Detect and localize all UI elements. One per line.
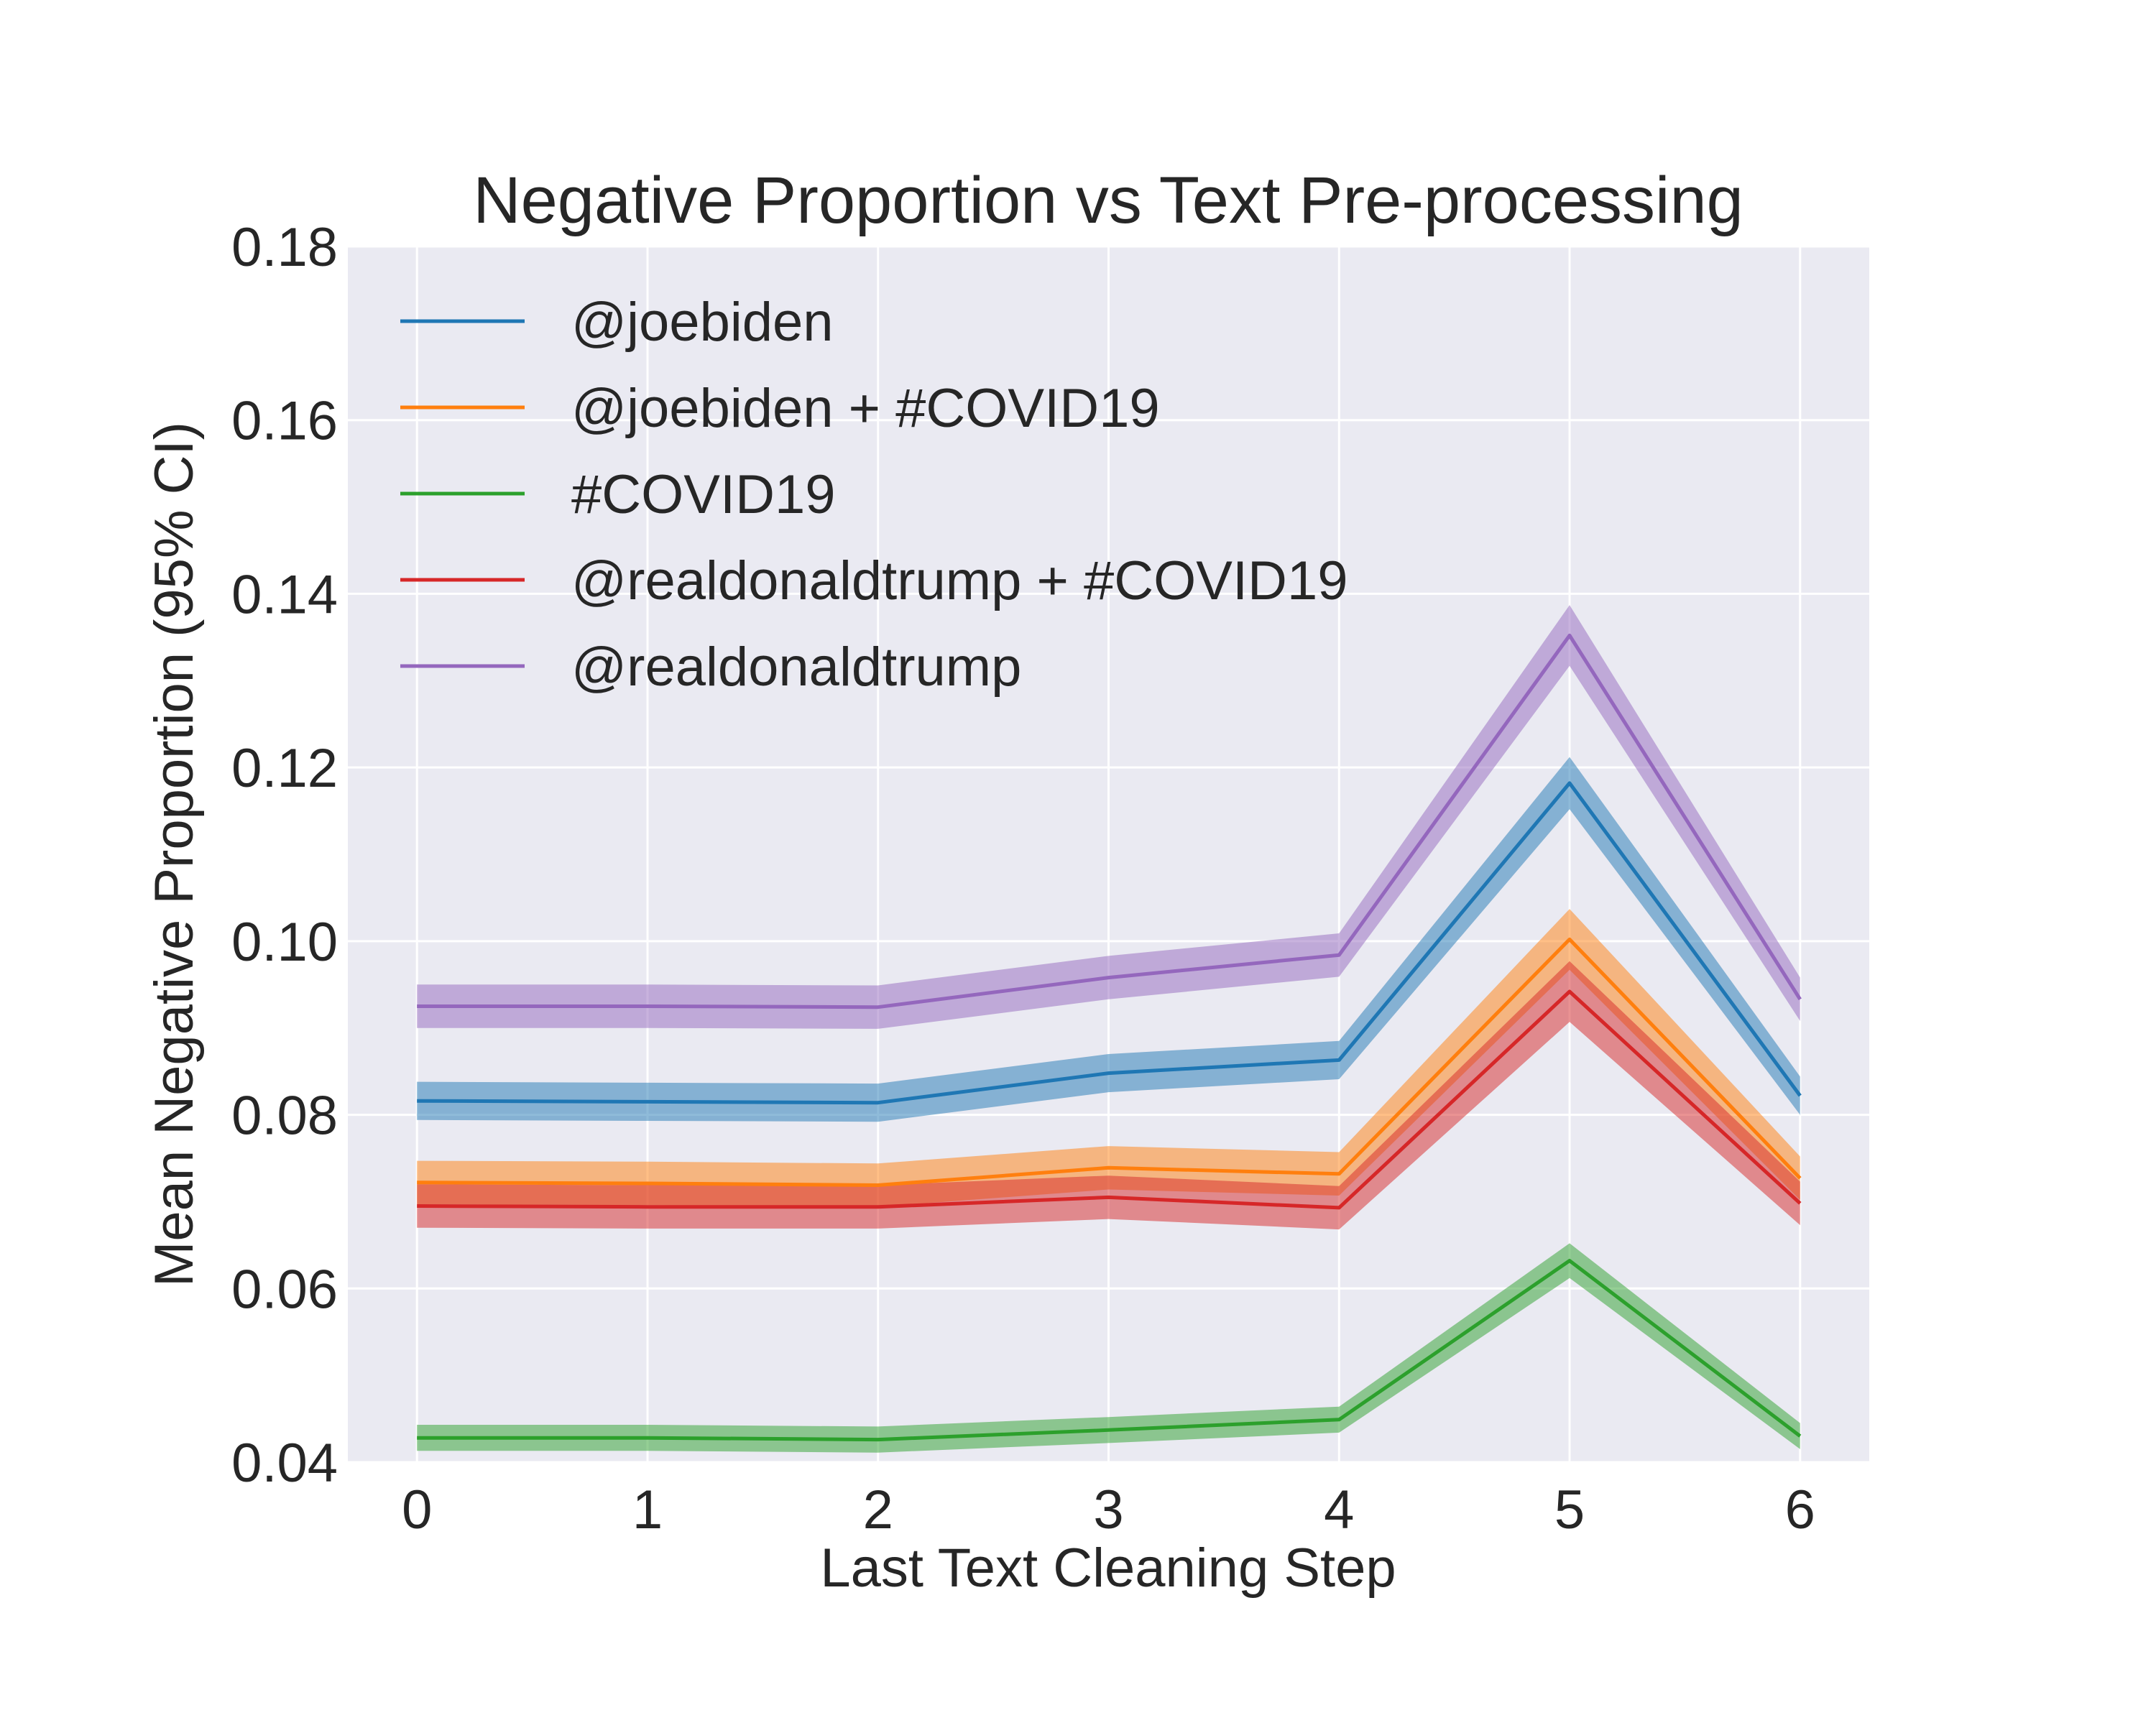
x-tick-label: 4: [1324, 1479, 1354, 1540]
series-line-2: [417, 1259, 1802, 1442]
series-line-4: [417, 633, 1802, 1009]
legend: @joebiden @joebiden + #COVID19 #COVID19 @re…: [400, 292, 1348, 698]
x-tick-label: 0: [402, 1479, 432, 1540]
legend-label: @joebiden: [571, 292, 834, 353]
legend-label: #COVID19: [571, 464, 836, 525]
x-tick-label: 6: [1785, 1479, 1815, 1540]
ci-band-4: [417, 605, 1800, 1029]
y-tick-label: 0.16: [231, 391, 338, 452]
series-lines: [417, 633, 1802, 1442]
chart-title: Negative Proportion vs Text Pre-processi…: [473, 164, 1743, 237]
ci-band-1: [417, 909, 1800, 1207]
y-tick-label: 0.10: [231, 912, 338, 973]
grid: [348, 245, 1869, 1464]
legend-label: @joebiden + #COVID19: [571, 378, 1160, 439]
y-tick-label: 0.08: [231, 1086, 338, 1147]
x-axis-label: Last Text Cleaning Step: [820, 1538, 1396, 1599]
confidence-bands: [417, 605, 1800, 1453]
series-line-0: [417, 781, 1802, 1105]
series-line-1: [417, 937, 1802, 1187]
legend-label: @realdonaldtrump + #COVID19: [571, 550, 1348, 611]
y-tick-label: 0.06: [231, 1259, 338, 1320]
x-ticks: 0 1 2 3 4 5 6: [402, 1479, 1815, 1540]
y-tick-label: 0.04: [231, 1433, 338, 1494]
y-tick-label: 0.18: [231, 217, 338, 278]
y-tick-label: 0.14: [231, 564, 338, 625]
y-ticks: 0.04 0.06 0.08 0.10 0.12 0.14 0.16 0.18: [231, 217, 338, 1494]
x-tick-label: 2: [863, 1479, 893, 1540]
ci-band-3: [417, 961, 1800, 1230]
y-axis-label: Mean Negative Proportion (95% CI): [144, 422, 205, 1287]
x-tick-label: 3: [1093, 1479, 1123, 1540]
y-tick-label: 0.12: [231, 738, 338, 799]
ci-band-0: [417, 757, 1800, 1122]
ci-band-2: [417, 1243, 1800, 1453]
x-tick-label: 1: [632, 1479, 663, 1540]
series-line-3: [417, 989, 1802, 1210]
legend-label: @realdonaldtrump: [571, 637, 1021, 698]
x-tick-label: 5: [1554, 1479, 1585, 1540]
